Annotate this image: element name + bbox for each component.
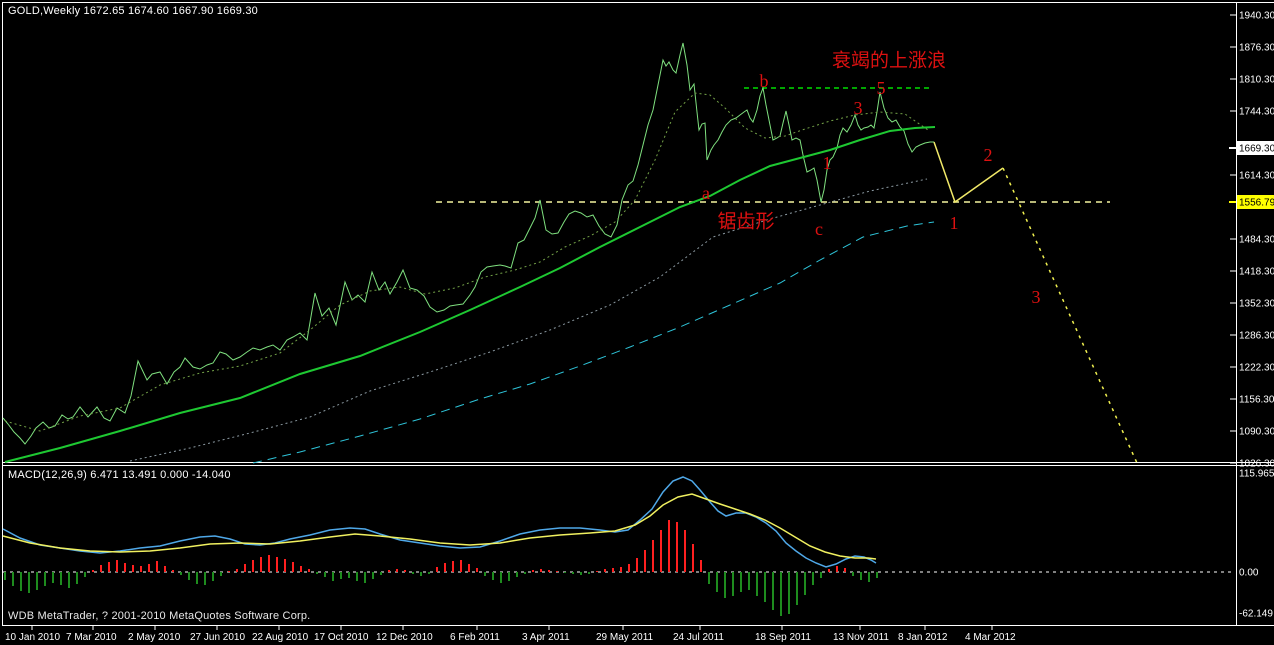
- time-axis-label: 29 May 2011: [596, 632, 654, 643]
- time-axis-label: 24 Jul 2011: [673, 632, 724, 643]
- time-axis-label: 6 Feb 2011: [450, 632, 500, 643]
- time-axis[interactable]: 10 Jan 2010 7 Mar 2010 2 May 2010 27 Jun 20…: [5, 626, 1016, 643]
- price-axis[interactable]: 1940.30 1876.30 1810.30 1744.30 1614.30 1484.…: [1229, 11, 1274, 470]
- price-axis-label: 1744.30: [1239, 107, 1274, 118]
- time-axis-label: 4 Mar 2012: [965, 632, 1016, 643]
- hline-price-label: 1556.79: [1239, 198, 1274, 209]
- time-axis-label: 13 Nov 2011: [833, 632, 889, 643]
- price-axis-label: 1484.30: [1239, 235, 1274, 246]
- ma-short-dotted: [4, 92, 929, 432]
- macd-axis[interactable]: 115.965 0.00 -62.149: [1239, 469, 1274, 620]
- window-borders: [2, 2, 1274, 626]
- annotation-text[interactable]: 1: [823, 153, 832, 173]
- price-line: [2, 42, 934, 445]
- status-bar-text: WDB MetaTrader, ? 2001-2010 MetaQuotes S…: [8, 610, 311, 622]
- price-axis-label: 1352.30: [1239, 299, 1274, 310]
- symbol-ohlc-header: GOLD,Weekly 1672.65 1674.60 1667.90 1669…: [8, 5, 258, 17]
- annotation-text[interactable]: b: [760, 71, 769, 91]
- annotation-text[interactable]: c: [815, 219, 823, 239]
- wave-line-yellow[interactable]: [933, 141, 1004, 204]
- current-price-label: 1669.30: [1239, 144, 1274, 155]
- price-axis-label: 1286.30: [1239, 331, 1274, 342]
- ma-long-dotted: [129, 178, 928, 462]
- price-axis-label: 1810.30: [1239, 75, 1274, 86]
- price-axis-label: 1614.30: [1239, 171, 1274, 182]
- macd-histogram: [4, 520, 878, 616]
- hline-price-label-box: [1237, 195, 1274, 209]
- annotation-text[interactable]: 3: [1032, 287, 1041, 307]
- macd-axis-label: 0.00: [1239, 568, 1259, 579]
- ma-longest-dashed: [252, 221, 935, 464]
- macd-indicator-header: MACD(12,26,9) 6.471 13.491 0.000 -14.040: [8, 469, 231, 481]
- time-axis-label: 18 Sep 2011: [755, 632, 811, 643]
- overlay-lines[interactable]: [3, 87, 1235, 573]
- price-axis-label: 1026.30: [1239, 459, 1274, 470]
- macd-axis-label: -62.149: [1239, 609, 1273, 620]
- macd-main-line: [2, 476, 877, 568]
- annotation-text[interactable]: 2: [984, 145, 993, 165]
- current-price-label-box: [1237, 141, 1274, 155]
- projection-line-dotted[interactable]: [1002, 167, 1138, 464]
- price-axis-label: 1222.30: [1239, 363, 1274, 374]
- time-axis-label: 3 Apr 2011: [522, 632, 570, 643]
- ma-mid-solid: [4, 126, 936, 463]
- time-axis-label: 2 May 2010: [128, 632, 181, 643]
- annotation-text[interactable]: 锯齿形: [717, 211, 774, 233]
- macd-axis-label: 115.965: [1239, 469, 1274, 480]
- time-axis-label: 10 Jan 2010: [5, 632, 60, 643]
- time-axis-label: 12 Dec 2010: [376, 632, 433, 643]
- time-axis-label: 7 Mar 2010: [66, 632, 117, 643]
- annotation-text[interactable]: 衰竭的上涨浪: [832, 50, 946, 72]
- price-axis-label: 1940.30: [1239, 11, 1274, 22]
- time-axis-label: 22 Aug 2010: [252, 632, 309, 643]
- annotation-text[interactable]: 5: [877, 78, 886, 98]
- price-axis-label: 1876.30: [1239, 43, 1274, 54]
- time-axis-label: 17 Oct 2010: [314, 632, 369, 643]
- annotation-text[interactable]: 3: [854, 98, 863, 118]
- annotation-text[interactable]: 1: [950, 213, 959, 233]
- macd-signal-line: [2, 493, 877, 560]
- price-axis-label: 1156.30: [1239, 395, 1274, 406]
- price-axis-label: 1418.30: [1239, 267, 1274, 278]
- price-axis-label: 1090.30: [1239, 427, 1274, 438]
- chart-series: [2, 42, 936, 568]
- time-axis-label: 8 Jan 2012: [898, 632, 948, 643]
- time-axis-label: 27 Jun 2010: [190, 632, 245, 643]
- annotation-text[interactable]: a: [702, 183, 710, 203]
